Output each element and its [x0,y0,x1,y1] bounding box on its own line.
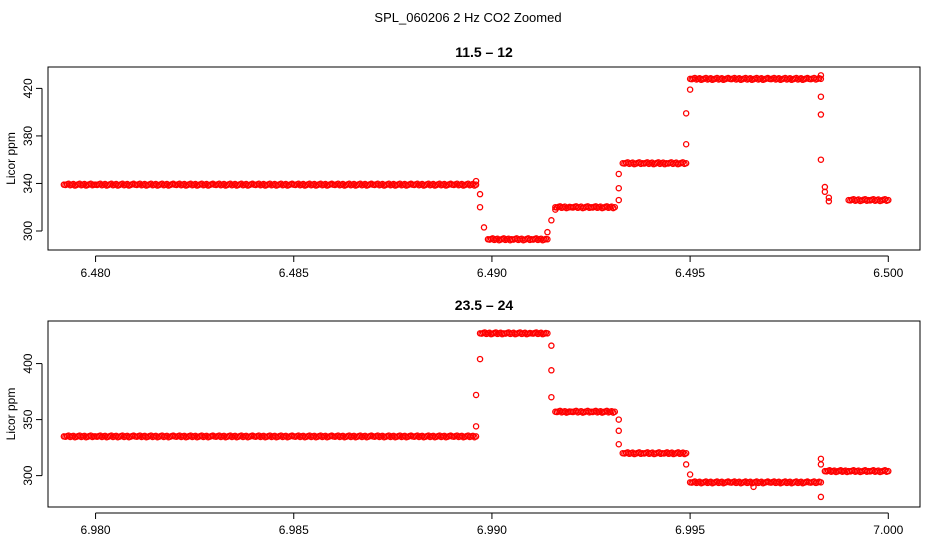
data-point [472,423,480,430]
data-point [476,355,484,363]
data-point [817,461,825,468]
data-point [476,190,484,198]
data-point [682,461,690,468]
data-point [548,367,555,374]
data-point [686,471,694,478]
data-point [615,196,623,204]
y-tick-label: 350 [21,409,35,429]
y-tick-label: 300 [21,221,35,241]
data-point [817,75,825,83]
data-point [544,236,551,243]
data-point [608,407,615,415]
data-point [682,110,690,117]
data-point [750,483,757,491]
panel-bottom-y-axis: 300 350 400 [21,353,43,486]
data-point [544,330,551,337]
panel-top-plot-frame [47,66,921,251]
data-point [881,195,889,203]
data-point [885,196,892,204]
data-point [817,93,825,100]
panel-top-x-axis: 6.480 6.485 6.490 6.495 6.500 [81,255,904,280]
data-point [615,416,623,423]
data-point [817,111,825,118]
data-point [682,159,690,167]
y-tick-label: 300 [21,465,35,485]
data-point [817,156,825,163]
data-point [608,203,615,210]
y-tick-label: 400 [21,353,35,373]
data-point [544,228,551,236]
y-tick-label: 340 [21,173,35,193]
data-point [472,391,480,399]
data-point [611,408,619,416]
x-tick-label: 6.980 [81,523,111,537]
panel-bottom-title: 23.5 – 24 [455,297,514,313]
data-point [817,479,825,486]
x-tick-label: 6.495 [675,266,705,280]
data-point [682,449,690,457]
data-point [682,140,690,148]
panel-top: 11.5 – 12 Licor ppm 6.480 6.485 6.490 6.495… [4,44,921,280]
x-tick-label: 6.985 [279,523,309,537]
data-point [881,467,889,474]
panel-top-ylabel: Licor ppm [4,132,18,185]
x-tick-label: 6.490 [477,266,507,280]
data-point [476,203,484,211]
data-point [817,493,825,501]
panel-top-points [60,72,892,244]
data-point [817,72,825,79]
x-tick-label: 6.995 [675,523,705,537]
data-point [472,177,480,185]
data-point [472,181,480,188]
panel-bottom-ylabel: Licor ppm [4,388,18,441]
panel-top-y-axis: 300 340 380 420 [21,78,43,241]
data-point [472,433,480,440]
data-point [817,455,825,463]
data-point [679,159,687,166]
data-point [821,188,829,196]
data-point [686,86,694,93]
data-point [611,203,619,211]
panel-bottom-points [60,329,892,501]
data-point [469,432,477,440]
y-tick-label: 420 [21,78,35,98]
data-point [825,194,833,201]
x-tick-label: 6.480 [81,266,111,280]
data-point [825,198,833,205]
panel-bottom-plot-frame [47,320,921,508]
data-point [548,217,555,224]
panel-top-title: 11.5 – 12 [455,44,513,60]
panel-bottom-x-axis: 6.980 6.985 6.990 6.995 7.000 [81,512,904,537]
x-tick-label: 6.990 [477,523,507,537]
data-point [548,342,555,349]
x-tick-label: 6.500 [873,266,903,280]
data-point [885,467,892,475]
data-point [548,393,555,401]
data-point [480,224,488,231]
data-point [615,184,623,192]
x-tick-label: 6.485 [279,266,309,280]
data-point [615,170,623,178]
data-point [679,449,687,456]
data-point [615,440,623,448]
data-point [615,427,623,435]
panel-bottom: 23.5 – 24 Licor ppm 6.980 6.985 6.990 6.995… [4,297,921,537]
y-tick-label: 380 [21,126,35,146]
x-tick-label: 7.000 [873,523,903,537]
figure-suptitle: SPL_060206 2 Hz CO2 Zoomed [374,10,561,25]
